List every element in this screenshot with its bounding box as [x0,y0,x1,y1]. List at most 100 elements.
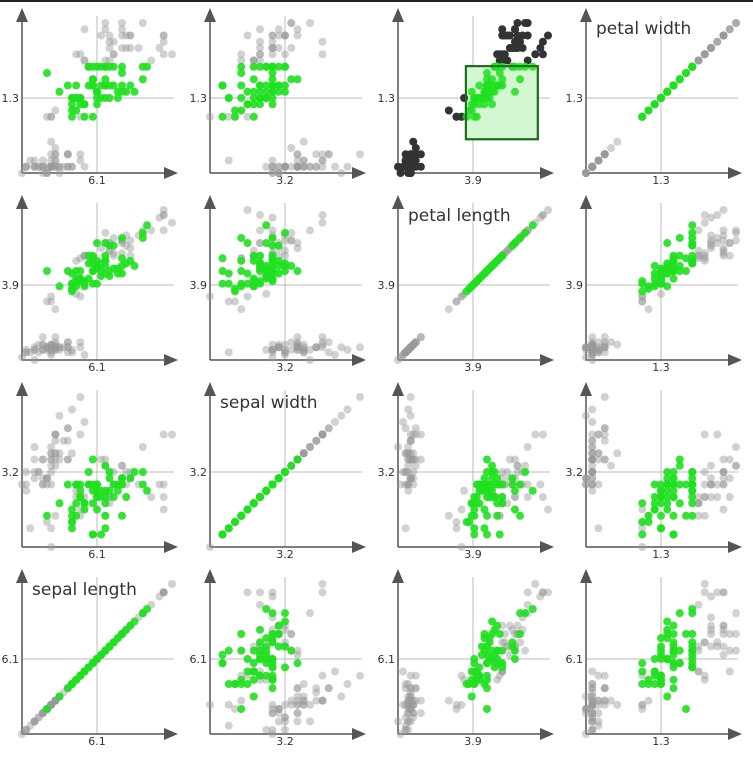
data-point [719,206,728,214]
data-point-selected [675,251,684,260]
data-point [531,50,540,59]
data-point [147,493,156,501]
data-point-selected [281,642,289,651]
data-point-selected [669,511,678,520]
data-point [588,443,597,451]
data-point [68,345,76,354]
data-point [516,638,525,647]
data-point [588,474,597,483]
data-point [694,642,703,651]
data-point [498,468,507,476]
data-point [51,343,60,352]
data-point-selected [663,505,672,514]
data-point-selected [237,630,246,638]
data-point [287,345,296,354]
data-point [76,430,85,439]
data-point [47,150,56,159]
data-point [588,684,597,693]
data-point [401,424,410,433]
data-point [457,671,466,680]
data-point-selected [281,267,289,276]
data-point [293,340,302,349]
data-point [401,725,410,734]
data-point [47,340,56,349]
data-point-selected [237,256,246,265]
data-point-selected [249,667,258,676]
data-point [719,31,728,40]
data-point-selected [682,480,690,489]
data-point [588,700,597,709]
data-point-selected [682,69,690,77]
data-point [538,430,547,439]
data-point-selected [105,468,114,476]
data-point-selected [480,634,489,643]
data-point [588,348,597,357]
data-point [444,106,453,115]
data-point [700,511,709,520]
data-point-selected [72,499,81,508]
data-point [159,505,168,514]
data-point [30,343,39,352]
data-point [588,340,597,349]
data-point [51,150,60,159]
data-point [312,162,321,171]
data-point [713,37,722,46]
data-point [406,692,415,701]
data-point [55,343,64,352]
data-point [401,468,410,476]
data-point [594,524,603,533]
data-point [588,343,597,352]
data-point [457,543,466,551]
data-point [588,455,597,464]
data-point [411,696,420,705]
data-point [43,169,51,177]
data-point-selected [268,81,277,90]
data-point [498,638,507,647]
data-point [707,461,715,470]
data-point [22,468,31,476]
data-point-selected [663,282,672,291]
data-point-selected [516,233,525,242]
data-point [404,717,413,726]
data-point [411,338,420,347]
data-point [72,256,81,265]
data-point [206,543,214,551]
data-point [719,244,728,253]
data-point [51,338,60,347]
data-point-selected [80,112,89,121]
data-point [588,162,597,171]
data-point [281,700,289,709]
data-point-selected [498,480,507,489]
data-point-selected [510,505,519,514]
data-point-selected [138,233,147,242]
data-point [588,468,597,476]
data-point [732,443,740,451]
data-point [51,511,60,520]
data-point [588,162,597,171]
data-point-selected [237,680,246,688]
data-point-selected [268,241,277,250]
data-point-selected [249,112,258,121]
data-point-selected [237,646,246,655]
data-point [38,345,47,354]
data-point [399,667,408,676]
data-point [707,613,715,622]
data-point [588,717,597,726]
data-point [719,468,728,476]
data-point [281,717,289,726]
data-point [406,671,415,680]
data-point-selected [669,659,678,668]
data-point-selected [224,680,233,688]
data-point [47,455,56,464]
data-point [105,31,114,40]
data-point-selected [113,87,122,96]
data-point [59,343,68,352]
data-point [588,162,597,171]
data-point [168,430,176,439]
data-point-selected [495,630,504,638]
data-point [159,493,168,501]
data-point [404,345,413,354]
data-point-selected [93,239,101,248]
data-point [281,162,289,171]
data-point [22,162,31,171]
